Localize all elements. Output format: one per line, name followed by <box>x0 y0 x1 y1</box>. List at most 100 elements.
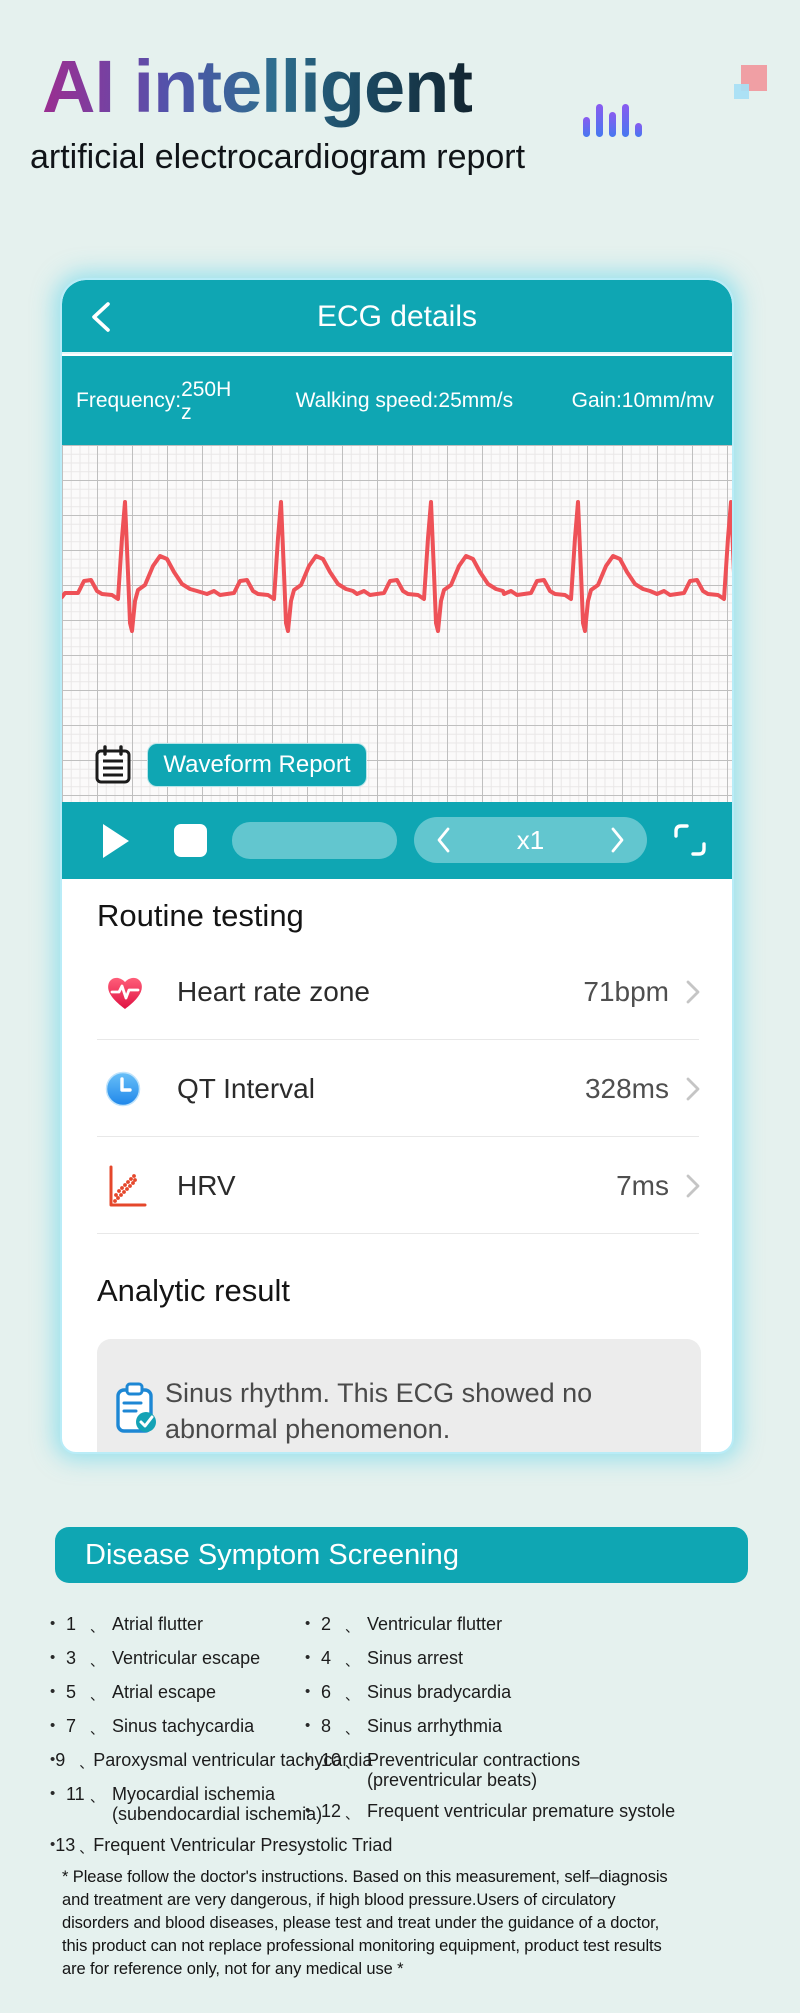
row-value: 71bpm <box>583 976 669 1007</box>
divider <box>97 1136 699 1137</box>
enumeration-comma: 、 <box>90 1619 104 1635</box>
enumeration-comma: 、 <box>345 1806 359 1822</box>
page-subtitle: artificial electrocardiogram report <box>30 138 526 176</box>
enumeration-comma: 、 <box>79 1840 94 1856</box>
symptom-number: 7 <box>66 1716 77 1736</box>
symptom-item-1: • 1 、 Atrial flutter <box>50 1614 350 1637</box>
heart-rate-zone-row[interactable]: Heart rate zone 71bpm <box>97 962 701 1022</box>
phone-screen-card: ECG details Frequency: 250Hz Walking spee… <box>60 278 734 1454</box>
symptom-number: 1 <box>66 1614 77 1634</box>
symptom-item-13: • 13、 Frequent Ventricular Presystolic Tri… <box>50 1835 392 1858</box>
enumeration-comma: 、 <box>345 1653 359 1669</box>
row-value: 328ms <box>584 1073 669 1104</box>
symptom-item-12: • 12、 Frequent ventricular premature systo… <box>305 1801 775 1824</box>
enumeration-comma: 、 <box>345 1755 359 1771</box>
row-label: QT Interval <box>177 1073 315 1104</box>
hrv-row[interactable]: HRV 7ms <box>97 1156 701 1216</box>
bullet-icon: • <box>50 1836 56 1853</box>
symptom-label: Preventricular contractions (preventricu… <box>367 1750 581 1790</box>
row-label: Heart rate zone <box>177 976 370 1007</box>
speed-decrease-button[interactable] <box>436 827 450 853</box>
app-header-title: ECG details <box>316 300 478 333</box>
symptom-label: Sinus tachycardia <box>112 1716 255 1736</box>
symptom-item-6: • 6 、 Sinus bradycardia <box>305 1682 775 1705</box>
symptom-label: Sinus arrhythmia <box>367 1716 503 1736</box>
analytic-result-text: Sinus rhythm. This ECG showed no abnorma… <box>165 1378 593 1444</box>
enumeration-comma: 、 <box>90 1687 104 1703</box>
chevron-left-icon <box>92 302 110 332</box>
playback-controls: x1 <box>62 802 732 879</box>
symptom-number: 6 <box>321 1682 332 1702</box>
ecg-waveform-panel: Waveform Report <box>62 445 732 802</box>
medical-disclaimer: * Please follow the doctor's instruction… <box>62 1868 668 1978</box>
symptom-label: Ventricular escape <box>112 1648 261 1668</box>
disease-screening-title: Disease Symptom Screening <box>85 1539 459 1571</box>
blue-square-decoration <box>734 84 749 99</box>
symptom-label: Ventricular flutter <box>367 1614 503 1634</box>
bullet-icon: • <box>50 1615 56 1632</box>
symptom-number: 12 <box>321 1801 342 1821</box>
progress-bar[interactable] <box>232 822 397 859</box>
frequency-value: 250Hz <box>181 377 232 424</box>
bullet-icon: • <box>50 1785 56 1802</box>
enumeration-comma: 、 <box>90 1721 104 1737</box>
bullet-icon: • <box>305 1802 311 1819</box>
symptom-list-left: • 1 、 Atrial flutter • 3 、 Ventricular escape • 5… <box>50 1614 392 1869</box>
fullscreen-button[interactable] <box>672 822 708 858</box>
row-label: HRV <box>177 1170 236 1201</box>
bullet-icon: • <box>50 1649 56 1666</box>
stop-button[interactable] <box>174 824 207 857</box>
symptom-item-9: • 9、 Paroxysmal ventricular tachycardia <box>50 1750 372 1773</box>
page-title: AI intelligent <box>42 45 473 128</box>
frequency-info: Frequency: 250Hz <box>76 378 237 424</box>
analytic-result-heading: Analytic result <box>97 1273 290 1308</box>
divider <box>97 1233 699 1234</box>
analytic-result-box: Sinus rhythm. This ECG showed no abnorma… <box>97 1339 701 1452</box>
clock-icon <box>103 1069 153 1109</box>
walking-speed-info: Walking speed:25mm/s <box>295 388 514 412</box>
speed-increase-button[interactable] <box>611 827 625 853</box>
bar-chart-icon <box>583 104 642 137</box>
bullet-icon: • <box>50 1717 56 1734</box>
play-button[interactable] <box>102 823 130 859</box>
enumeration-comma: 、 <box>90 1653 104 1669</box>
clipboard-icon <box>95 745 131 784</box>
symptom-item-5: • 5 、 Atrial escape <box>50 1682 350 1705</box>
enumeration-comma: 、 <box>345 1619 359 1635</box>
symptom-item-11: • 11 、 Myocardial ischemia (subendocardial … <box>50 1784 350 1824</box>
symptom-label: Sinus bradycardia <box>367 1682 512 1702</box>
recording-info-bar: Frequency: 250Hz Walking speed:25mm/s Gai… <box>62 356 732 445</box>
gain-info: Gain:10mm/mv <box>571 388 714 412</box>
chevron-right-icon <box>685 1173 701 1199</box>
symptom-number: 8 <box>321 1716 332 1736</box>
symptom-number: 10 <box>321 1750 342 1770</box>
waveform-report-button[interactable]: Waveform Report <box>147 743 367 787</box>
app-header: ECG details <box>62 280 732 354</box>
fullscreen-icon <box>674 824 689 838</box>
qt-interval-row[interactable]: QT Interval 328ms <box>97 1059 701 1119</box>
symptom-item-8: • 8 、 Sinus arrhythmia <box>305 1716 775 1739</box>
symptom-number: 9 <box>55 1750 66 1770</box>
back-button[interactable] <box>86 300 120 334</box>
bullet-icon: • <box>305 1717 311 1734</box>
chevron-right-icon <box>685 1076 701 1102</box>
symptom-number: 13 <box>55 1835 76 1855</box>
chevron-left-icon <box>437 827 450 853</box>
enumeration-comma: 、 <box>90 1789 104 1805</box>
symptom-label: Sinus arrest <box>367 1648 464 1668</box>
bullet-icon: • <box>50 1751 56 1768</box>
symptom-item-10: • 10、 Preventricular contractions (prevent… <box>305 1750 775 1790</box>
symptom-list-right: • 2 、 Ventricular flutter • 4 、 Sinus arrest • 6 、… <box>305 1614 775 1835</box>
symptom-item-4: • 4 、 Sinus arrest <box>305 1648 775 1671</box>
bullet-icon: • <box>305 1615 311 1632</box>
symptom-number: 4 <box>321 1648 332 1668</box>
symptom-item-3: • 3 、 Ventricular escape <box>50 1648 350 1671</box>
disease-screening-banner: Disease Symptom Screening <box>55 1527 748 1583</box>
frequency-label: Frequency: <box>76 388 182 412</box>
bullet-icon: • <box>305 1683 311 1700</box>
enumeration-comma: 、 <box>79 1755 94 1771</box>
symptom-number: 2 <box>321 1614 332 1634</box>
bullet-icon: • <box>305 1751 311 1768</box>
waveform-report-label: Waveform Report <box>163 751 351 778</box>
speed-control: x1 <box>414 817 647 863</box>
